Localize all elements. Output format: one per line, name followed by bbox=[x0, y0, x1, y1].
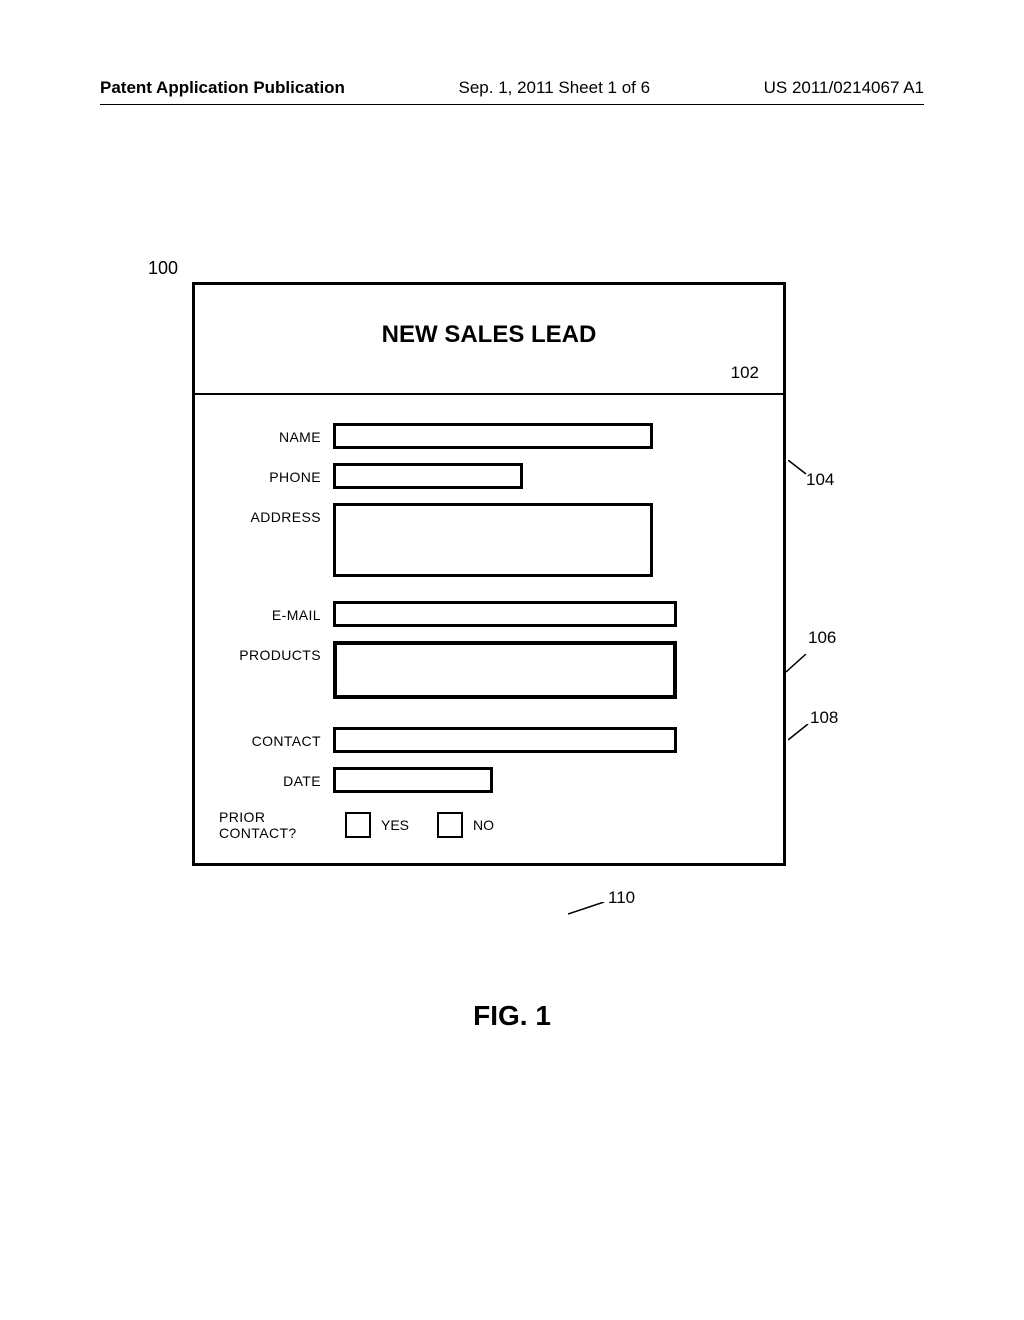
header-right: US 2011/0214067 A1 bbox=[764, 78, 924, 98]
row-date: DATE bbox=[213, 767, 765, 793]
header-center: Sep. 1, 2011 Sheet 1 of 6 bbox=[459, 78, 651, 98]
ref-106: 106 bbox=[808, 628, 836, 648]
date-field[interactable] bbox=[333, 767, 493, 793]
ref-110: 110 bbox=[608, 888, 635, 908]
ref-110-leader bbox=[568, 902, 606, 916]
contact-field[interactable] bbox=[333, 727, 677, 753]
label-email: E-MAIL bbox=[213, 601, 333, 623]
ref-108-leader bbox=[788, 724, 810, 742]
row-products: PRODUCTS bbox=[213, 641, 765, 699]
row-contact: CONTACT bbox=[213, 727, 765, 753]
products-field[interactable] bbox=[333, 641, 677, 699]
phone-field[interactable] bbox=[333, 463, 523, 489]
label-contact: CONTACT bbox=[213, 727, 333, 749]
form-title: NEW SALES LEAD bbox=[195, 321, 783, 349]
row-name: NAME bbox=[213, 423, 765, 449]
form-title-box: NEW SALES LEAD 102 bbox=[195, 285, 783, 395]
email-field[interactable] bbox=[333, 601, 677, 627]
label-products: PRODUCTS bbox=[213, 641, 333, 663]
row-phone: PHONE bbox=[213, 463, 765, 489]
form-frame: NEW SALES LEAD 102 NAME PHONE ADDRESS E-… bbox=[192, 282, 786, 866]
checkbox-yes-label: YES bbox=[381, 817, 409, 833]
ref-100: 100 bbox=[148, 258, 178, 279]
checkbox-yes[interactable] bbox=[345, 812, 371, 838]
form-body: NAME PHONE ADDRESS E-MAIL PRODUCTS CONTA… bbox=[195, 395, 783, 863]
address-field[interactable] bbox=[333, 503, 653, 577]
row-prior-contact: PRIOR CONTACT? YES NO bbox=[213, 809, 765, 841]
ref-102: 102 bbox=[731, 363, 759, 383]
name-field[interactable] bbox=[333, 423, 653, 449]
checkbox-no[interactable] bbox=[437, 812, 463, 838]
label-name: NAME bbox=[213, 423, 333, 445]
ref-104-leader bbox=[788, 460, 810, 476]
ref-108: 108 bbox=[810, 708, 838, 728]
ref-104: 104 bbox=[806, 470, 834, 490]
row-email: E-MAIL bbox=[213, 601, 765, 627]
label-prior: PRIOR CONTACT? bbox=[213, 809, 345, 841]
ref-106-leader bbox=[786, 654, 808, 674]
label-date: DATE bbox=[213, 767, 333, 789]
checkbox-no-label: NO bbox=[473, 817, 494, 833]
header-left: Patent Application Publication bbox=[100, 78, 345, 98]
label-phone: PHONE bbox=[213, 463, 333, 485]
row-address: ADDRESS bbox=[213, 503, 765, 577]
figure-caption: FIG. 1 bbox=[0, 1000, 1024, 1032]
page-header: Patent Application Publication Sep. 1, 2… bbox=[0, 78, 1024, 105]
header-rule bbox=[100, 104, 924, 105]
label-address: ADDRESS bbox=[213, 503, 333, 525]
